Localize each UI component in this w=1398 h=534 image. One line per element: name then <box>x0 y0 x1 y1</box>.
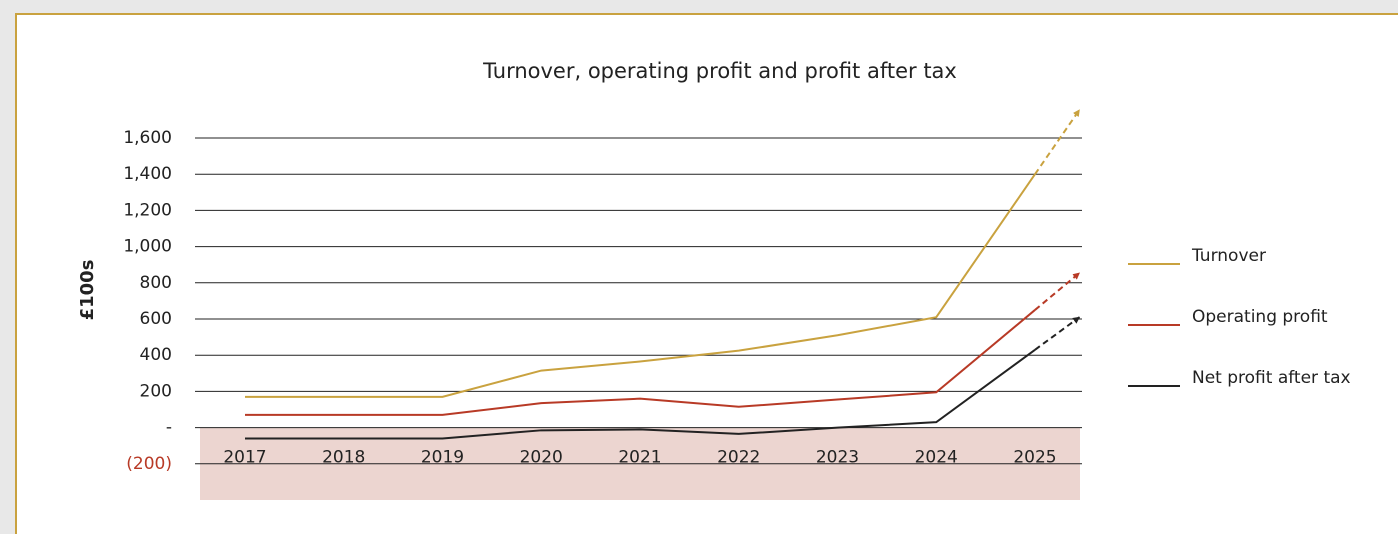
y-tick-label: 800 <box>140 273 172 293</box>
x-tick-label: 2017 <box>223 448 266 468</box>
x-tick-label: 2021 <box>618 448 661 468</box>
series-line <box>245 348 1036 440</box>
y-tick-label: 1,600 <box>123 128 172 148</box>
x-tick-label: 2019 <box>421 448 464 468</box>
chart-title: Turnover, operating profit and profit af… <box>482 59 957 83</box>
y-tick-label: 400 <box>140 345 172 365</box>
x-tick-label: 2020 <box>520 448 563 468</box>
y-tick-label: (200) <box>126 454 172 474</box>
projection-arrow <box>1034 109 1081 175</box>
series-line <box>245 309 1036 416</box>
y-axis-label: £100s <box>77 260 98 321</box>
legend-label: Net profit after tax <box>1192 368 1351 388</box>
x-tick-label: 2024 <box>915 448 958 468</box>
series-line <box>245 173 1036 398</box>
y-tick-label: 1,400 <box>123 164 172 184</box>
x-tick-label: 2022 <box>717 448 760 468</box>
y-tick-label: - <box>166 418 172 438</box>
projection-arrow <box>1034 316 1081 351</box>
y-tick-label: 200 <box>140 381 172 401</box>
x-tick-label: 2025 <box>1013 448 1056 468</box>
legend-label: Turnover <box>1191 246 1266 266</box>
x-tick-label: 2023 <box>816 448 859 468</box>
x-tick-label: 2018 <box>322 448 365 468</box>
y-tick-label: 1,200 <box>123 200 172 220</box>
y-tick-label: 1,000 <box>123 237 172 257</box>
legend-label: Operating profit <box>1192 307 1328 327</box>
y-tick-label: 600 <box>140 309 172 329</box>
